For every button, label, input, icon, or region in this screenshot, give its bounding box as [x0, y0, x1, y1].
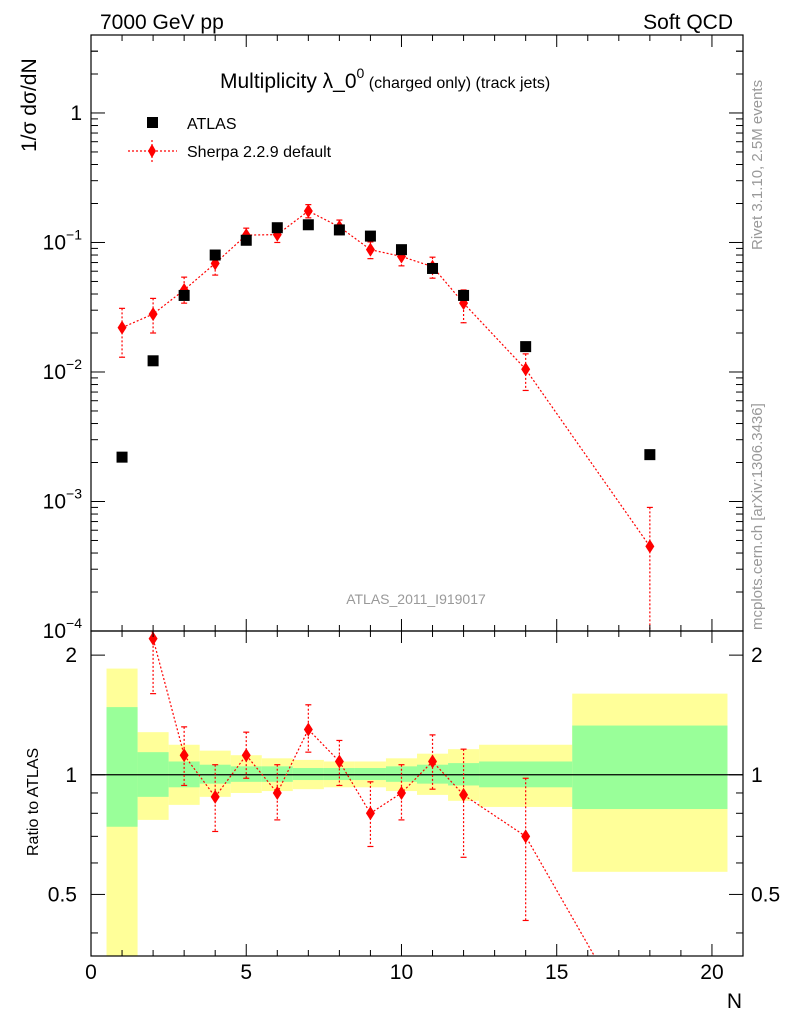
chart-title: Multiplicity λ_00 (charged only) (track …	[220, 65, 550, 93]
ratio-point-2	[148, 631, 158, 646]
header-left: 7000 GeV pp	[100, 11, 224, 34]
y-tick-labels: 110−110−210−310−4	[43, 102, 83, 643]
legend-sherpa-label: Sherpa 2.2.9 default	[187, 144, 332, 161]
chart-title-main: Multiplicity λ_0	[220, 70, 357, 93]
ratio-tick-labels: 2 2 1 1 0.5 0.5	[48, 644, 780, 906]
ratio-point-7	[303, 722, 313, 737]
atlas-point-2	[147, 355, 159, 367]
atlas-point-18	[644, 449, 656, 461]
band-inner-8	[354, 768, 386, 781]
y-tick-label-exp-1: −1	[66, 226, 82, 242]
ratio-tick-label-right-2: 0.5	[751, 883, 780, 906]
y-tick-label-0: 1	[70, 102, 82, 125]
y-tick-label-base-4: 10	[43, 620, 66, 643]
ratio-point-11	[428, 754, 438, 769]
ratio-point-14	[521, 829, 531, 844]
x-tick-label-2: 10	[390, 961, 413, 984]
atlas-point-12	[458, 289, 470, 301]
legend-sherpa-marker	[148, 144, 156, 158]
chart-title-sup: 0	[357, 65, 365, 81]
ratio-tick-label-left-0: 2	[65, 644, 77, 667]
sherpa-point-14	[521, 362, 531, 377]
sherpa-point-2	[148, 307, 158, 322]
atlas-point-3	[178, 289, 190, 301]
ratio-tick-label-right-1: 1	[751, 764, 763, 787]
ratio-point-3	[179, 748, 189, 763]
chart-title-sub: (charged only) (track jets)	[364, 75, 550, 92]
atlas-point-4	[209, 249, 221, 261]
y-tick-label-4: 10−4	[43, 615, 83, 643]
atlas-point-8	[333, 224, 345, 236]
sherpa-series	[117, 204, 655, 631]
x-tick-labels: 0 5 10 15 20	[85, 961, 723, 984]
ratio-y-axis-label: Ratio to ATLAS	[25, 748, 42, 856]
atlas-point-11	[427, 262, 439, 274]
y-tick-label-2: 10−2	[43, 356, 83, 384]
band-inner-6	[292, 768, 324, 781]
y-tick-label-base-2: 10	[43, 361, 66, 384]
atlas-point-5	[240, 234, 252, 246]
atlas-series	[116, 219, 656, 463]
rivet-label: Rivet 3.1.10, 2.5M events	[749, 80, 766, 250]
y-tick-label-exp-2: −2	[66, 356, 82, 372]
mcplots-label: mcplots.cern.ch [arXiv:1306.3436]	[749, 403, 766, 630]
atlas-point-9	[364, 230, 376, 242]
legend: ATLAS Sherpa 2.2.9 default	[128, 116, 332, 162]
sherpa-point-1	[117, 320, 127, 335]
x-tick-label-0: 0	[85, 961, 97, 984]
ratio-tick-label-left-2: 0.5	[48, 883, 77, 906]
sherpa-connector-line	[121, 210, 651, 547]
ratio-point-10	[396, 785, 406, 800]
band-inner-0	[106, 707, 138, 827]
atlas-point-10	[395, 244, 407, 256]
y-tick-label-3: 10−3	[43, 485, 83, 513]
legend-atlas-label: ATLAS	[187, 116, 237, 133]
y-axis-label: 1/σ dσ/dN	[18, 58, 41, 152]
ratio-point-5	[241, 748, 251, 763]
ratio-point-6	[272, 785, 282, 800]
header-right: Soft QCD	[643, 11, 733, 34]
x-axis-label: N	[727, 990, 742, 1013]
ratio-point-9	[365, 806, 375, 821]
y-tick-label-base-1: 10	[43, 231, 66, 254]
x-tick-label-3: 15	[545, 961, 568, 984]
ratio-tick-label-right-0: 2	[751, 644, 763, 667]
atlas-point-7	[302, 219, 314, 231]
analysis-watermark: ATLAS_2011_I919017	[346, 591, 486, 607]
ratio-connector-line	[151, 631, 596, 956]
ratio-point-12	[459, 787, 469, 802]
sherpa-point-9	[365, 242, 375, 257]
y-tick-label-exp-4: −4	[66, 615, 82, 631]
legend-atlas-marker	[147, 117, 158, 128]
axes	[90, 34, 744, 957]
ratio-frame	[90, 630, 744, 957]
ratio-uncertainty-bands	[106, 668, 728, 956]
sherpa-point-7	[303, 204, 313, 219]
y-tick-label-base-3: 10	[43, 490, 66, 513]
atlas-point-6	[271, 222, 283, 234]
x-tick-label-4: 20	[700, 961, 723, 984]
band-inner-13	[572, 725, 728, 810]
sherpa-point-18	[645, 539, 655, 554]
x-tick-label-1: 5	[240, 961, 252, 984]
atlas-point-14	[520, 341, 532, 353]
atlas-point-1	[116, 451, 128, 463]
ratio-series	[148, 631, 596, 956]
ratio-tick-label-left-1: 1	[65, 764, 77, 787]
y-tick-label-exp-3: −3	[66, 485, 82, 501]
ratio-point-8	[334, 754, 344, 769]
ratio-point-4	[210, 789, 220, 804]
y-tick-label-1: 10−1	[43, 226, 83, 254]
